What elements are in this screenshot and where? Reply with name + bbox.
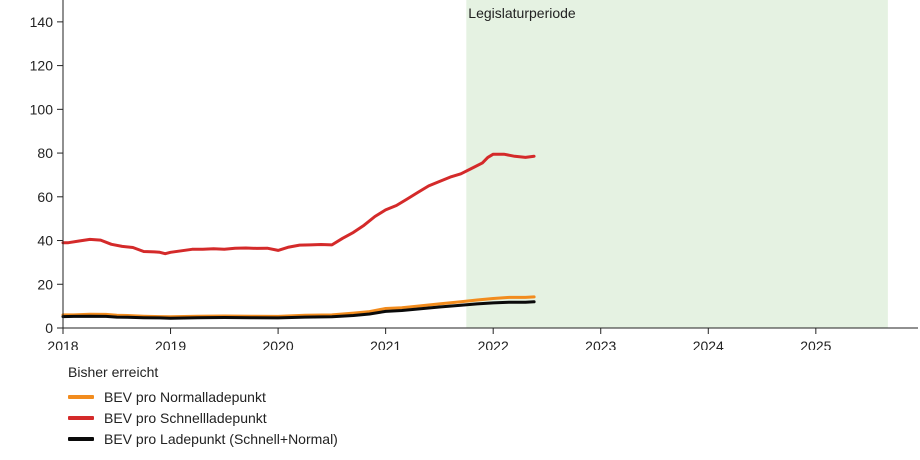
y-tick-label: 40 (37, 233, 53, 249)
x-tick-label: 2019 (155, 338, 186, 350)
legend-swatch-schnellladepunkt (68, 415, 94, 420)
legend: Bisher erreicht BEV pro Normalladepunkt … (68, 364, 338, 449)
x-tick-label: 2022 (478, 338, 509, 350)
y-tick-label: 80 (37, 145, 53, 161)
legislaturperiode-band (466, 0, 888, 328)
legend-swatch-normalladepunkt (68, 394, 94, 399)
legend-label-normalladepunkt: BEV pro Normalladepunkt (104, 388, 266, 405)
y-tick-label: 0 (45, 320, 53, 336)
series-group (61, 152, 536, 320)
x-ticks: 2018 2019 2020 2021 2022 2023 2024 2025 (47, 328, 832, 354)
x-tick-label: 2021 (370, 338, 401, 350)
legend-item-schnellladepunkt: BEV pro Schnellladepunkt (68, 407, 338, 428)
chart-canvas: Legislaturperiode 0 20 40 60 80 100 120 140 201… (30, 0, 918, 354)
series-line-1 (61, 152, 536, 256)
y-tick-label: 120 (30, 58, 54, 74)
band-label: Legislaturperiode (468, 5, 576, 21)
x-tick-label: 2024 (693, 338, 724, 350)
legend-item-ladepunkt-gesamt: BEV pro Ladepunkt (Schnell+Normal) (68, 428, 338, 449)
y-ticks: 0 20 40 60 80 100 120 140 (30, 14, 63, 336)
series-line-2 (61, 300, 536, 320)
y-tick-label: 140 (30, 14, 54, 30)
legend-label-schnellladepunkt: BEV pro Schnellladepunkt (104, 409, 267, 426)
series-line-0 (61, 295, 536, 319)
legend-item-normalladepunkt: BEV pro Normalladepunkt (68, 386, 338, 407)
y-tick-label: 60 (37, 189, 53, 205)
x-tick-label: 2020 (263, 338, 294, 350)
x-tick-label: 2025 (800, 338, 831, 350)
x-tick-label: 2018 (47, 338, 78, 350)
legend-title: Bisher erreicht (68, 364, 159, 380)
legend-swatch-ladepunkt-gesamt (68, 436, 94, 441)
y-tick-label: 100 (30, 101, 54, 117)
y-tick-label: 20 (37, 276, 53, 292)
x-tick-label: 2023 (585, 338, 616, 350)
legend-label-ladepunkt-gesamt: BEV pro Ladepunkt (Schnell+Normal) (104, 430, 338, 447)
